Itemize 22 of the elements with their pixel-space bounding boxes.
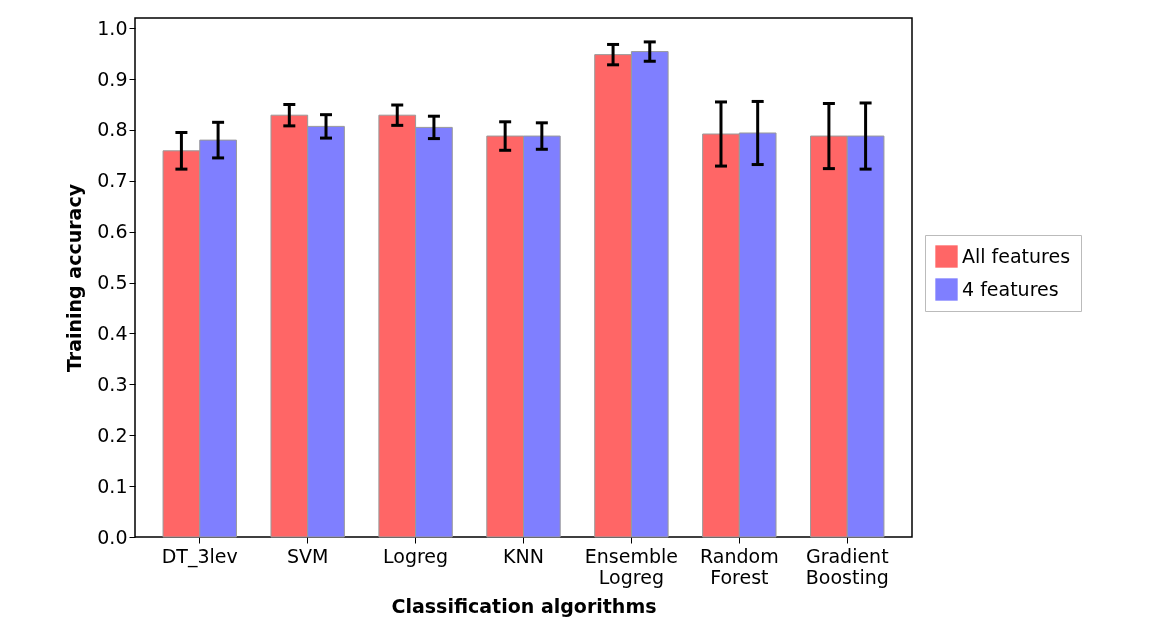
y-tick-label: 0.1	[97, 474, 128, 497]
y-tick-label: 0.6	[97, 220, 128, 243]
y-tick-label: 0.8	[97, 118, 128, 141]
x-tick-label: Ensemble Logreg	[584, 544, 679, 588]
y-tick-label: 0.2	[97, 423, 128, 446]
x-tick-label: Gradient Boosting	[805, 544, 889, 588]
y-tick-label: 0.9	[97, 67, 128, 90]
y-tick-label: 0.4	[97, 321, 128, 344]
x-tick-label: KNN	[503, 544, 544, 567]
x-axis-title: Classification algorithms	[391, 594, 657, 617]
x-tick-label: DT_3lev	[161, 544, 238, 568]
y-tick-label: 0.0	[97, 525, 128, 548]
x-tick-label: SVM	[286, 544, 329, 567]
y-tick-label: 1.0	[97, 16, 128, 39]
y-tick-label: 0.7	[97, 169, 128, 192]
y-tick-label: 0.5	[97, 271, 128, 294]
legend-label: 4 features	[962, 277, 1059, 300]
y-tick-label: 0.3	[97, 372, 128, 395]
x-tick-label: Logreg	[383, 544, 449, 567]
y-axis-title: Training accuracy	[63, 183, 86, 373]
x-tick-label: Random Forest	[700, 544, 779, 588]
legend-label: All features	[962, 244, 1071, 267]
